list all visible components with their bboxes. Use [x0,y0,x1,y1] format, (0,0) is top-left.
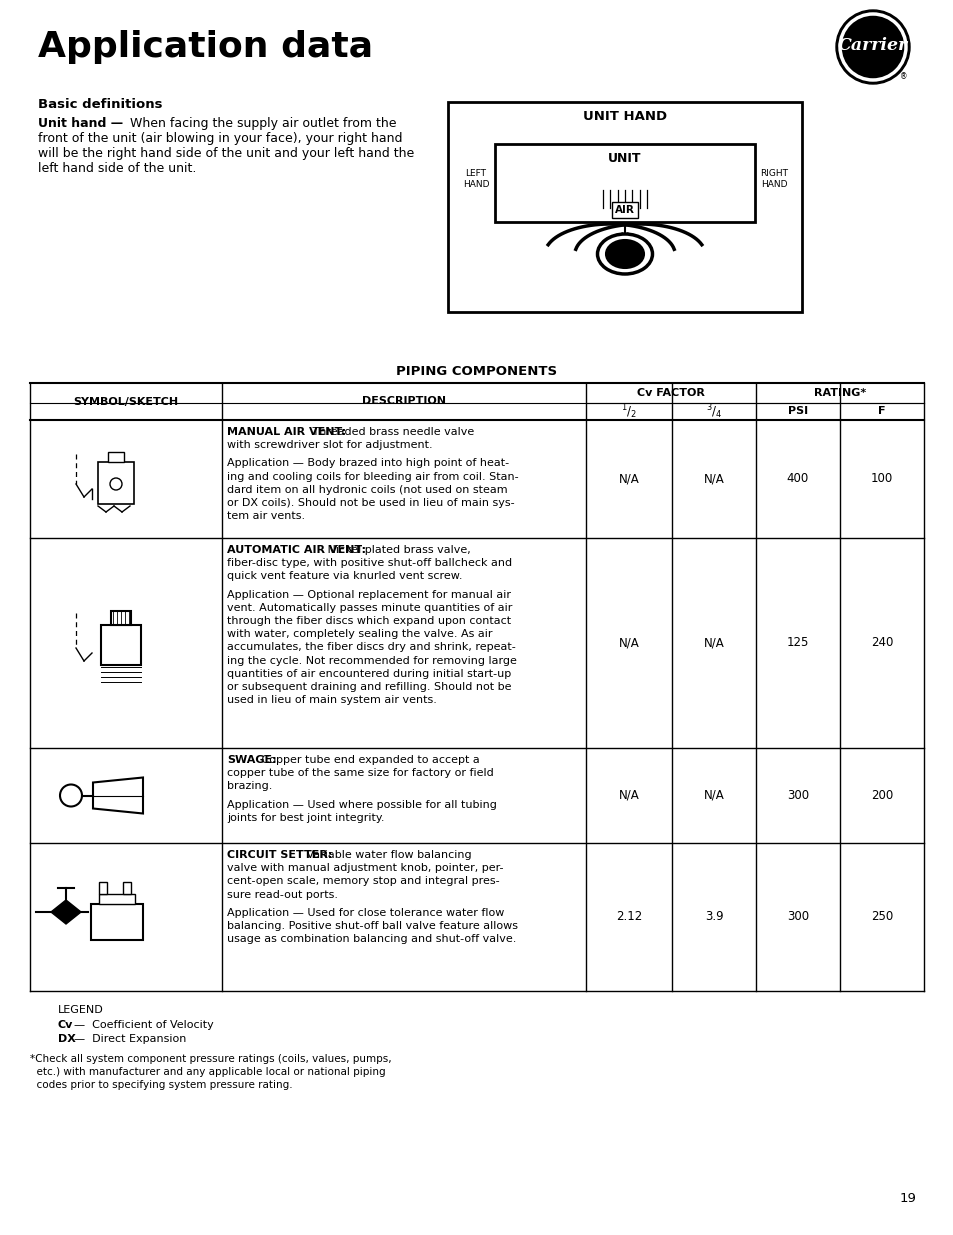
Text: with water, completely sealing the valve. As air: with water, completely sealing the valve… [227,629,492,640]
Circle shape [840,14,905,80]
Circle shape [835,10,909,84]
Text: Cv FACTOR: Cv FACTOR [637,388,704,398]
Text: Variable water flow balancing: Variable water flow balancing [303,850,472,860]
Text: MANUAL AIR VENT:: MANUAL AIR VENT: [227,427,346,437]
Text: fiber-disc type, with positive shut-off ballcheck and: fiber-disc type, with positive shut-off … [227,558,512,568]
Text: Application — Optional replacement for manual air: Application — Optional replacement for m… [227,589,511,600]
Text: Basic definitions: Basic definitions [38,98,162,111]
Text: vent. Automatically passes minute quantities of air: vent. Automatically passes minute quanti… [227,603,512,613]
Text: Application — Used for close tolerance water flow: Application — Used for close tolerance w… [227,908,504,918]
Text: 19: 19 [898,1192,915,1205]
Text: Cv: Cv [58,1020,73,1030]
Text: AIR: AIR [615,205,635,215]
Text: copper tube of the same size for factory or field: copper tube of the same size for factory… [227,768,494,778]
Bar [91,904,143,940]
Bar [101,625,141,664]
Text: Copper tube end expanded to accept a: Copper tube end expanded to accept a [257,755,478,764]
Text: with screwdriver slot for adjustment.: with screwdriver slot for adjustment. [227,440,432,451]
Text: or subsequent draining and refilling. Should not be: or subsequent draining and refilling. Sh… [227,682,511,692]
Text: SWAGE:: SWAGE: [227,755,276,764]
Text: 3.9: 3.9 [704,910,722,924]
Text: UNIT: UNIT [608,152,641,165]
Bar [123,882,131,894]
Text: —  Direct Expansion: — Direct Expansion [74,1034,186,1044]
Text: Application — Body brazed into high point of heat-: Application — Body brazed into high poin… [227,458,509,468]
Text: N/A: N/A [618,473,639,485]
Text: UNIT HAND: UNIT HAND [582,110,666,124]
Text: LEFT
HAND: LEFT HAND [462,169,489,189]
Text: N/A: N/A [703,636,723,650]
Text: ing and cooling coils for bleeding air from coil. Stan-: ing and cooling coils for bleeding air f… [227,472,518,482]
Text: CIRCUIT SETTER:: CIRCUIT SETTER: [227,850,332,860]
Polygon shape [92,778,143,814]
Text: used in lieu of main system air vents.: used in lieu of main system air vents. [227,695,436,705]
Text: 300: 300 [786,789,808,802]
Text: N/A: N/A [618,789,639,802]
Text: 125: 125 [786,636,808,650]
Text: joints for best joint integrity.: joints for best joint integrity. [227,813,384,823]
Text: Threaded brass needle valve: Threaded brass needle valve [308,427,474,437]
Text: Application data: Application data [38,30,373,64]
Ellipse shape [597,233,652,274]
Text: or DX coils). Should not be used in lieu of main sys-: or DX coils). Should not be used in lieu… [227,498,514,508]
Bar [98,462,133,504]
Text: ®: ® [900,73,907,82]
Text: 200: 200 [870,789,892,802]
Bar [99,882,107,894]
Text: 400: 400 [786,473,808,485]
Text: Application — Used where possible for all tubing: Application — Used where possible for al… [227,799,497,810]
Text: PSI: PSI [787,406,807,416]
Text: When facing the supply air outlet from the: When facing the supply air outlet from t… [130,117,396,130]
Text: F: F [878,406,884,416]
Text: RIGHT
HAND: RIGHT HAND [760,169,787,189]
Text: valve with manual adjustment knob, pointer, per-: valve with manual adjustment knob, point… [227,863,503,873]
Text: ing the cycle. Not recommended for removing large: ing the cycle. Not recommended for remov… [227,656,517,666]
Text: dard item on all hydronic coils (not used on steam: dard item on all hydronic coils (not use… [227,485,507,495]
Text: —  Coefficient of Velocity: — Coefficient of Velocity [74,1020,213,1030]
Text: Unit hand —: Unit hand — [38,117,123,130]
Text: sure read-out ports.: sure read-out ports. [227,889,337,899]
Text: cent-open scale, memory stop and integral pres-: cent-open scale, memory stop and integra… [227,877,499,887]
Text: LEGEND: LEGEND [58,1005,104,1015]
Text: balancing. Positive shut-off ball valve feature allows: balancing. Positive shut-off ball valve … [227,921,517,931]
Text: 250: 250 [870,910,892,924]
Text: 2.12: 2.12 [616,910,641,924]
Text: AUTOMATIC AIR VENT:: AUTOMATIC AIR VENT: [227,545,366,555]
Text: N/A: N/A [703,789,723,802]
Text: will be the right hand side of the unit and your left hand the: will be the right hand side of the unit … [38,147,414,161]
Text: front of the unit (air blowing in your face), your right hand: front of the unit (air blowing in your f… [38,132,402,144]
Text: tem air vents.: tem air vents. [227,511,305,521]
Text: through the fiber discs which expand upon contact: through the fiber discs which expand upo… [227,616,511,626]
Bar [111,611,131,625]
Text: left hand side of the unit.: left hand side of the unit. [38,162,196,175]
Text: codes prior to specifying system pressure rating.: codes prior to specifying system pressur… [30,1079,293,1091]
Ellipse shape [605,240,643,268]
Text: N/A: N/A [618,636,639,650]
Text: N/A: N/A [703,473,723,485]
Text: PIPING COMPONENTS: PIPING COMPONENTS [396,366,557,378]
Bar [495,144,754,222]
Text: SYMBOL/SKETCH: SYMBOL/SKETCH [73,396,178,406]
Bar [99,894,135,904]
Bar [448,103,801,312]
Text: accumulates, the fiber discs dry and shrink, repeat-: accumulates, the fiber discs dry and shr… [227,642,516,652]
Text: quick vent feature via knurled vent screw.: quick vent feature via knurled vent scre… [227,572,462,582]
Text: Nickel plated brass valve,: Nickel plated brass valve, [324,545,470,555]
Text: *Check all system component pressure ratings (coils, values, pumps,: *Check all system component pressure rat… [30,1053,392,1065]
Text: RATING*: RATING* [813,388,865,398]
Polygon shape [51,900,81,924]
Text: quantities of air encountered during initial start-up: quantities of air encountered during ini… [227,669,511,679]
Text: $^3/_4$: $^3/_4$ [705,403,721,421]
Text: 300: 300 [786,910,808,924]
Text: brazing.: brazing. [227,782,273,792]
Bar [108,452,124,462]
Text: Carrier: Carrier [837,37,907,53]
Text: 240: 240 [870,636,892,650]
Text: DESCRIPTION: DESCRIPTION [361,396,446,406]
Text: etc.) with manufacturer and any applicable local or national piping: etc.) with manufacturer and any applicab… [30,1067,385,1077]
Text: DX: DX [58,1034,76,1044]
Text: usage as combination balancing and shut-off valve.: usage as combination balancing and shut-… [227,934,516,945]
Text: $^1/_2$: $^1/_2$ [620,403,637,421]
Text: 100: 100 [870,473,892,485]
